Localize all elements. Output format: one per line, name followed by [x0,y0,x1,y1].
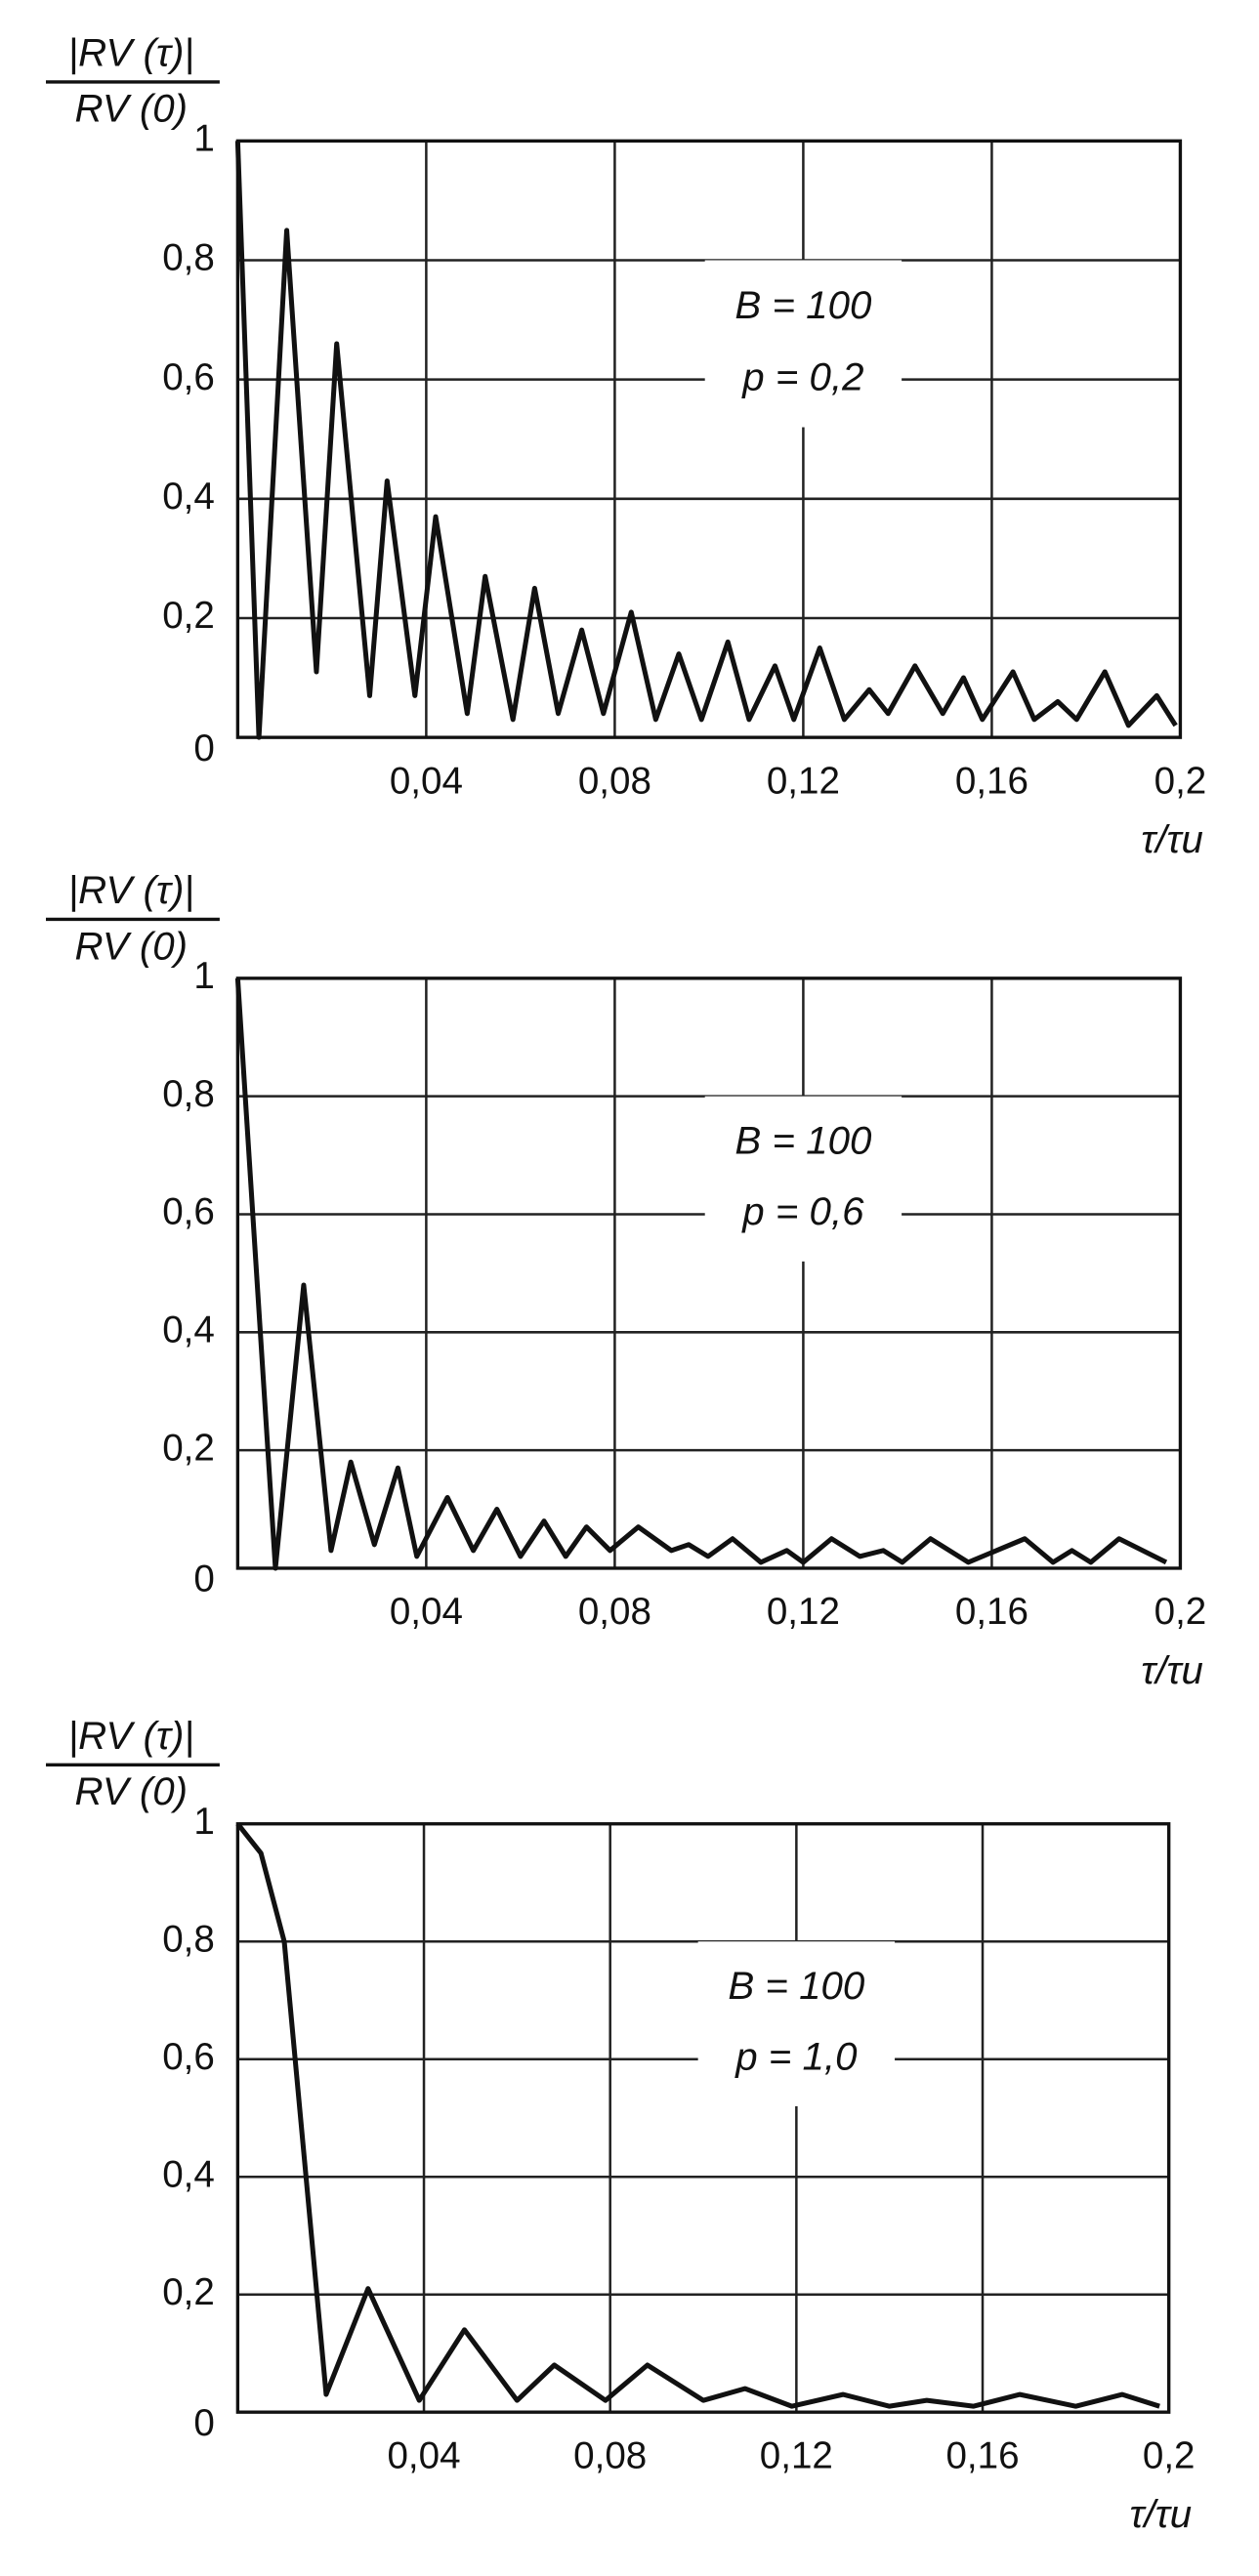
y-tick-label: 0 [193,727,214,769]
x-tick-label: 0,08 [573,2434,647,2476]
y-label-denominator: RV (0) [74,87,188,131]
y-tick-label: 1 [193,955,214,997]
annotation: B = 100 [734,1119,872,1163]
y-tick-label: 0 [193,1558,214,1600]
x-tick-label: 0,16 [945,2434,1019,2476]
annotation: p = 0,6 [741,1189,864,1233]
y-tick-label: 0,2 [162,595,215,637]
y-tick-label: 0 [193,2402,214,2444]
x-tick-label: 0,2 [1154,760,1207,802]
x-tick-label: 0,16 [955,760,1028,802]
y-label-numerator: |RV (τ)| [68,31,194,75]
y-label-denominator: RV (0) [74,1769,188,1813]
y-label-numerator: |RV (τ)| [68,1714,194,1758]
x-tick-label: 0,04 [390,760,463,802]
x-tick-label: 0,16 [955,1591,1028,1633]
x-tick-label: 0,2 [1154,1591,1207,1633]
x-tick-label: 0,12 [760,2434,833,2476]
plot-frame [235,139,1183,739]
y-tick-label: 1 [193,1801,214,1843]
y-tick-label: 0,6 [162,356,215,398]
data-line [234,141,1178,740]
x-tick-label: 0,08 [578,1591,651,1633]
y-label-denominator: RV (0) [74,924,188,968]
x-label: τ/τu [1141,817,1203,861]
y-tick-label: 0,4 [162,1309,215,1350]
x-tick-label: 0,08 [578,760,651,802]
annotation-bg [697,1941,896,2106]
annotation-bg [704,1096,902,1262]
x-tick-label: 0,04 [387,2434,460,2476]
y-tick-label: 0,8 [162,1918,215,1960]
x-tick-label: 0,12 [767,760,840,802]
y-tick-label: 0,2 [162,1427,215,1469]
data-line [235,1822,1160,2409]
y-tick-label: 0,2 [162,2271,215,2313]
y-label-numerator: |RV (τ)| [68,868,194,912]
data-line [234,977,1168,1571]
y-tick-label: 0,8 [162,237,215,279]
annotation: B = 100 [728,1964,865,2008]
y-tick-label: 0,6 [162,1191,215,1233]
y-tick-label: 1 [193,118,214,160]
y-tick-label: 0,6 [162,2036,215,2078]
annotation-bg [704,260,902,428]
annotation: B = 100 [734,283,872,327]
plot-frame [235,1822,1171,2414]
y-tick-label: 0,8 [162,1073,215,1115]
y-tick-label: 0,4 [162,2153,215,2195]
y-tick-label: 0,4 [162,476,215,518]
plot-frame [235,976,1183,1570]
x-label: τ/τu [1141,1648,1203,1692]
x-tick-label: 0,12 [767,1591,840,1633]
x-label: τ/τu [1129,2492,1192,2536]
x-tick-label: 0,2 [1143,2434,1196,2476]
annotation: p = 1,0 [734,2034,858,2078]
x-tick-label: 0,04 [390,1591,463,1633]
annotation: p = 0,2 [741,354,863,398]
